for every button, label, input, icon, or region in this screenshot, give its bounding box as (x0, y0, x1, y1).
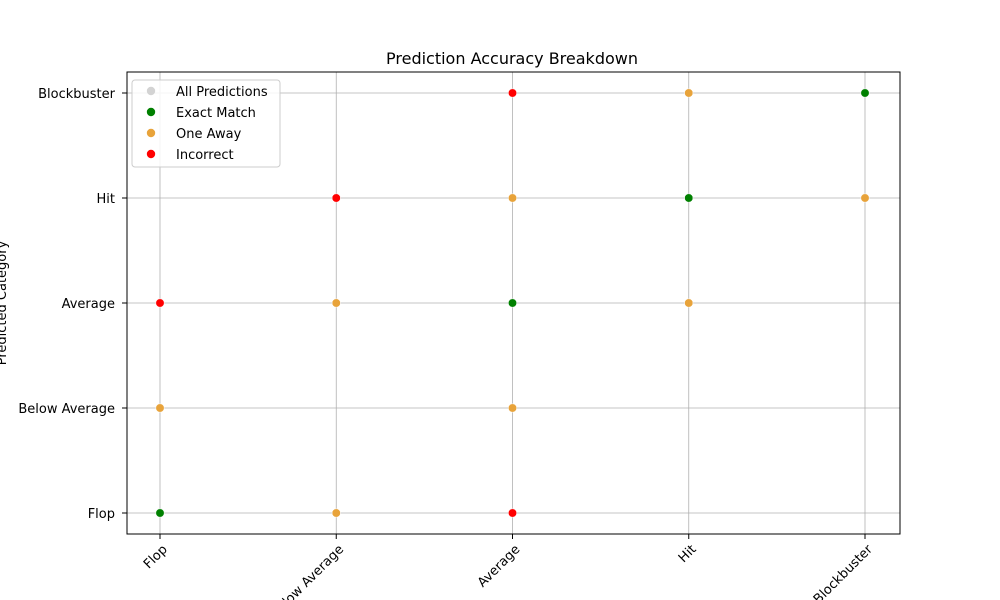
y-tick-label: Below Average (18, 402, 115, 417)
legend-marker (146, 128, 156, 138)
legend: All Predictions Exact Match One Away Incorr… (131, 79, 281, 168)
data-point-exact-match (155, 508, 165, 518)
x-axis-ticks: Flop Below Average Average Hit Blockbuster (141, 534, 876, 600)
data-point-exact-match (684, 193, 694, 203)
x-tick-label: Average (475, 542, 523, 590)
chart-title: Prediction Accuracy Breakdown (386, 49, 638, 68)
data-point-exact-match (860, 88, 870, 98)
legend-box (131, 79, 281, 168)
data-points (155, 88, 870, 518)
data-point-one-away (155, 403, 165, 413)
data-point-incorrect (155, 298, 165, 308)
x-tick-label: Flop (141, 542, 171, 572)
data-point-one-away (508, 403, 517, 413)
x-tick-label: Blockbuster (811, 542, 876, 600)
y-axis-label: Predicted Category (0, 240, 10, 365)
data-point-one-away (684, 88, 694, 98)
legend-marker (146, 86, 156, 96)
y-tick-label: Hit (97, 192, 115, 207)
data-point-one-away (860, 193, 870, 203)
data-point-one-away (684, 298, 694, 308)
y-tick-label: Average (62, 297, 115, 312)
y-tick-label: Flop (88, 507, 115, 522)
data-point-one-away (331, 298, 341, 308)
data-point-one-away (508, 193, 517, 203)
legend-label: Exact Match (176, 106, 256, 121)
legend-label: Incorrect (176, 148, 234, 163)
x-tick-label: Hit (676, 542, 700, 566)
y-axis-ticks: Flop Below Average Average Hit Blockbuster (18, 87, 127, 522)
x-tick-label: Below Average (268, 542, 347, 600)
legend-label: One Away (176, 127, 242, 142)
y-tick-label: Blockbuster (38, 87, 116, 102)
legend-label: All Predictions (176, 85, 268, 100)
data-point-one-away (331, 508, 341, 518)
data-point-incorrect (508, 88, 517, 98)
data-point-incorrect (331, 193, 341, 203)
data-point-exact-match (508, 298, 517, 308)
legend-marker (146, 107, 156, 117)
data-point-incorrect (508, 508, 517, 518)
legend-marker (146, 149, 156, 159)
